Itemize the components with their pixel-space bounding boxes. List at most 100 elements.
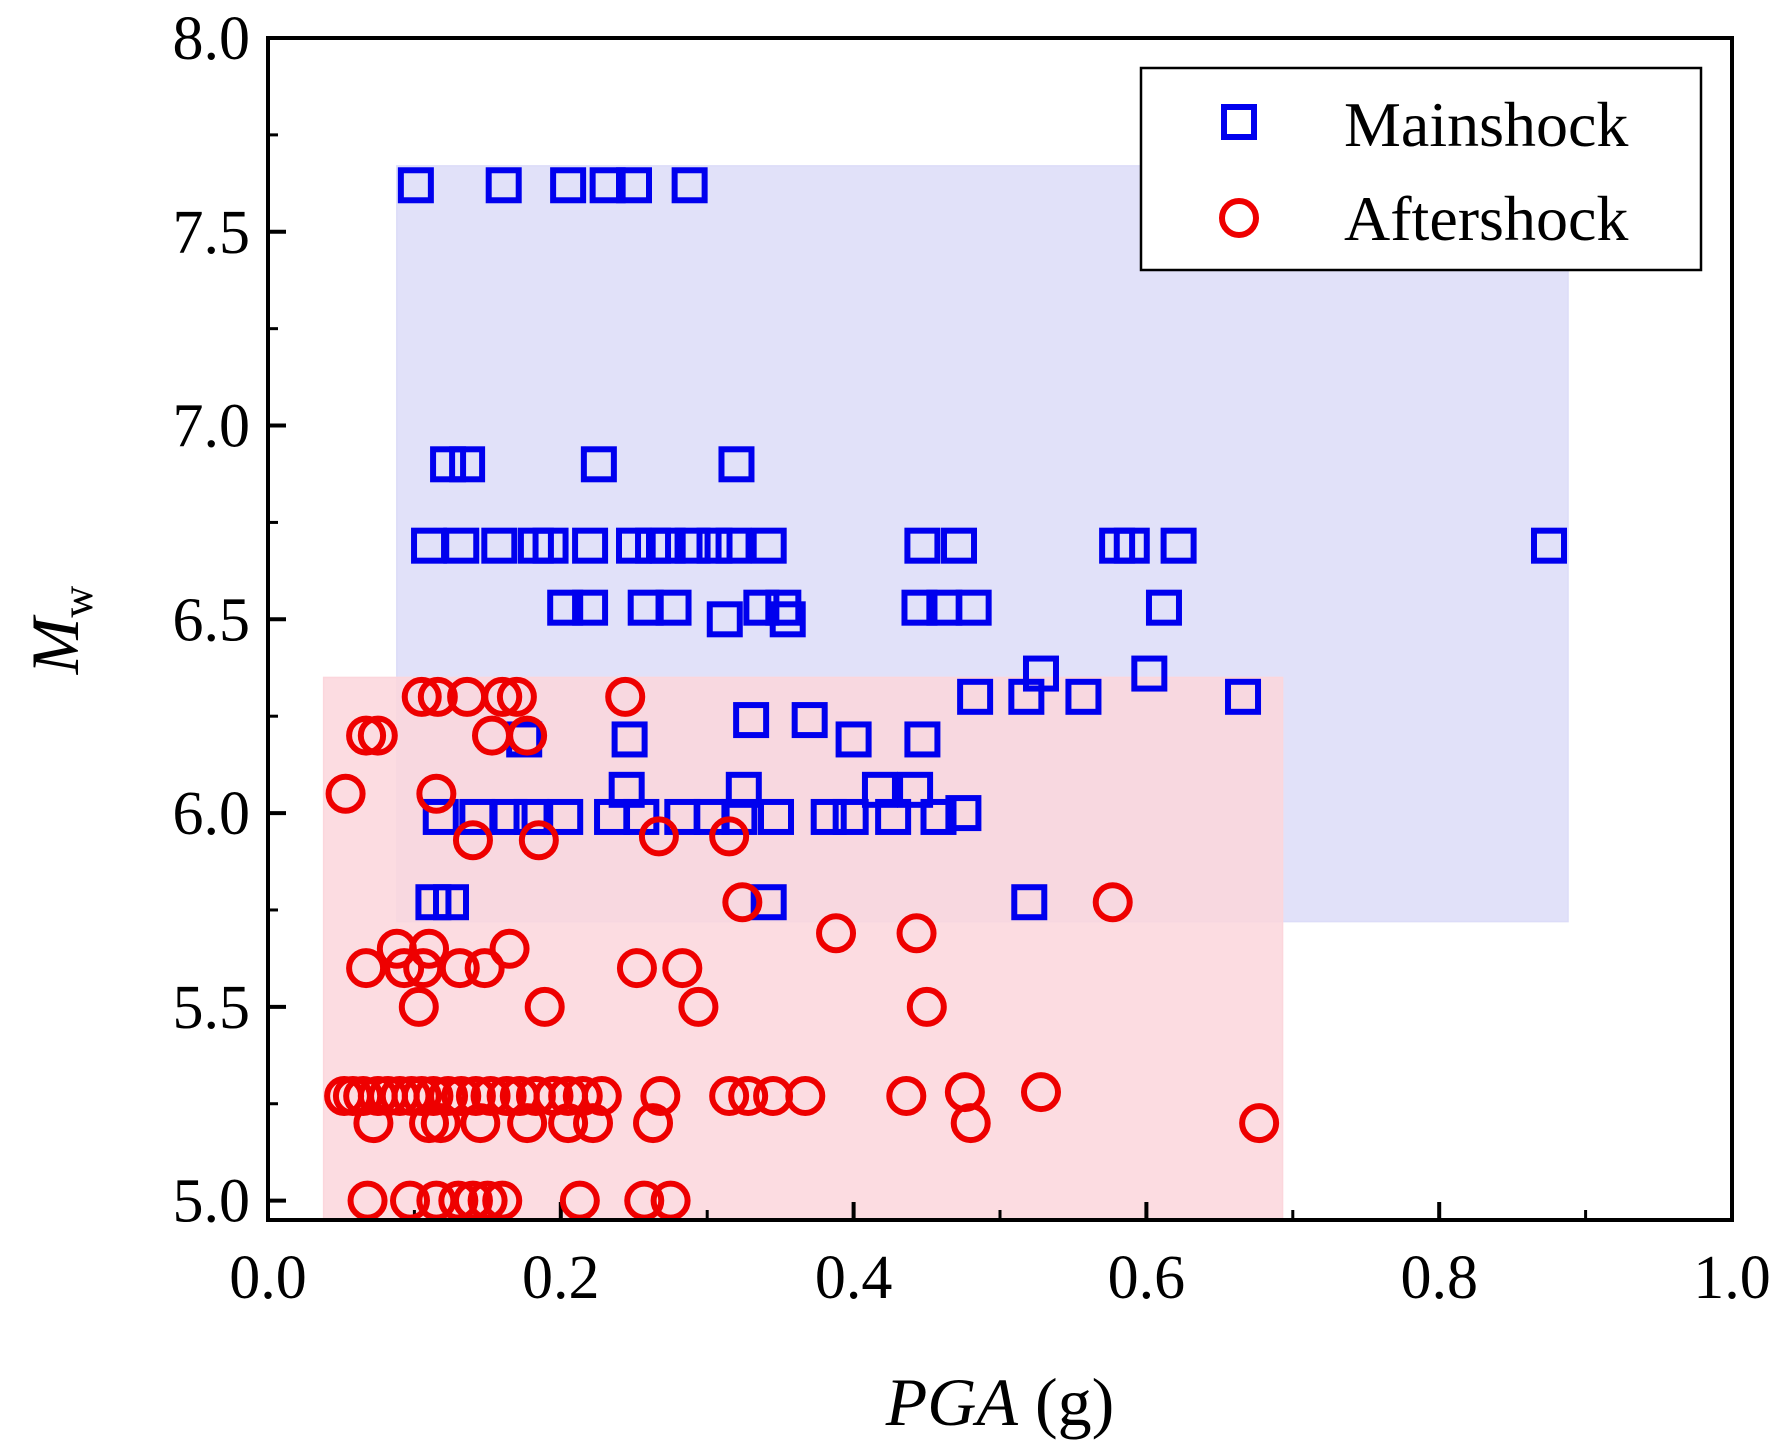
x-tick-label: 0.4 xyxy=(815,1244,893,1312)
aftershock-point xyxy=(616,948,657,989)
x-axis-title-italic: PGA xyxy=(885,1364,1019,1440)
mainshock-point xyxy=(572,527,609,564)
aftershock-point xyxy=(605,676,646,717)
mainshock-point xyxy=(696,527,733,564)
aftershock-point xyxy=(728,1075,769,1116)
legend: Mainshock Aftershock xyxy=(1139,66,1703,272)
mainshock-point xyxy=(920,798,957,835)
aftershock-point xyxy=(785,1075,826,1116)
legend-aftershock-label: Aftershock xyxy=(1344,183,1628,254)
mainshock-point xyxy=(897,771,934,808)
aftershock-point xyxy=(464,948,505,989)
aftershock-point xyxy=(409,1103,450,1144)
y-tick-label: 6.0 xyxy=(173,780,251,848)
aftershock-point xyxy=(346,715,387,756)
aftershock-point xyxy=(524,986,565,1027)
aftershock-point xyxy=(709,816,750,857)
aftershock-point xyxy=(357,715,398,756)
x-tick-label: 0.0 xyxy=(229,1244,307,1312)
legend-box xyxy=(1139,66,1703,272)
mainshock-point xyxy=(750,527,787,564)
aftershock-point xyxy=(455,1075,496,1116)
mainshock-point xyxy=(715,527,752,564)
y-tick-label: 8.0 xyxy=(173,5,251,73)
data-points xyxy=(324,167,1567,1221)
mainshock-point xyxy=(491,798,528,835)
mainshock-point xyxy=(655,589,692,626)
aftershock-point xyxy=(346,948,387,989)
aftershock-point xyxy=(559,1180,600,1221)
mainshock-point xyxy=(835,721,872,758)
y-tick-label: 5.0 xyxy=(173,1168,251,1236)
aftershock-point xyxy=(401,676,442,717)
mainshock-point xyxy=(832,798,869,835)
aftershock-point xyxy=(950,1103,991,1144)
mainshock-point xyxy=(1225,678,1262,715)
aftershock-point xyxy=(548,1103,589,1144)
aftershock-point xyxy=(507,715,548,756)
aftershock-point xyxy=(816,913,857,954)
mainshock-point xyxy=(547,798,584,835)
aftershock-point xyxy=(390,1180,431,1221)
aftershock-point xyxy=(467,1180,508,1221)
aftershock-point xyxy=(633,1103,674,1144)
y-tick-label: 7.0 xyxy=(173,393,251,461)
mainshock-point xyxy=(674,527,711,564)
mainshock-point xyxy=(616,167,652,204)
mainshock-point xyxy=(1113,527,1150,564)
mainshock-point xyxy=(481,527,518,564)
x-tick-label: 1.0 xyxy=(1693,1244,1771,1312)
aftershock-point xyxy=(709,1075,750,1116)
aftershock-point xyxy=(640,1075,681,1116)
aftershock-point xyxy=(722,882,763,923)
mainshock-point xyxy=(706,601,743,638)
mainshock-point xyxy=(1531,527,1567,564)
aftershock-point xyxy=(347,1180,388,1221)
mainshock-point xyxy=(875,798,912,835)
mainshock-point xyxy=(671,167,708,204)
mainshock-point xyxy=(572,589,609,626)
aftershock-point xyxy=(420,1103,461,1144)
x-tick-labels: 0.0 0.2 0.4 0.6 0.8 1.0 xyxy=(229,1244,1771,1312)
y-axis-title-sub: w xyxy=(53,586,102,618)
mainshock-point xyxy=(649,527,686,564)
aftershock-point xyxy=(1092,882,1133,923)
aftershock-point xyxy=(573,1103,614,1144)
legend-mainshock-label: Mainshock xyxy=(1344,89,1628,160)
mainshock-point xyxy=(769,601,806,638)
aftershock-point xyxy=(353,1103,394,1144)
mainshock-point xyxy=(791,702,828,739)
mainshock-point xyxy=(485,167,522,204)
mainshock-point xyxy=(1065,678,1102,715)
x-axis-title-unit: (g) xyxy=(1018,1364,1114,1440)
mainshock-point xyxy=(513,798,550,835)
aftershock-point xyxy=(460,1103,501,1144)
aftershock-point xyxy=(1020,1072,1061,1113)
aftershock-point xyxy=(482,1180,523,1221)
x-tick-label: 0.6 xyxy=(1108,1244,1186,1312)
aftershock-point xyxy=(439,948,480,989)
aftershock-range xyxy=(322,676,1284,1221)
aftershock-point xyxy=(441,1075,482,1116)
aftershock-point xyxy=(482,676,523,717)
mainshock-point xyxy=(750,884,787,921)
aftershock-point xyxy=(452,1180,493,1221)
y-tick-label: 7.5 xyxy=(173,199,251,267)
mainshock-point xyxy=(765,589,802,626)
mainshock-point xyxy=(901,589,938,626)
mainshock-point xyxy=(945,795,982,832)
mainshock-point xyxy=(433,884,469,921)
mainshock-point xyxy=(1011,884,1048,921)
mainshock-point xyxy=(443,527,480,564)
aftershock-point xyxy=(906,986,947,1027)
x-axis-title: PGA (g) xyxy=(885,1364,1114,1440)
aftershock-point xyxy=(507,1103,548,1144)
y-axis-title-main: M xyxy=(17,614,93,675)
aftershock-point xyxy=(325,773,366,814)
aftershock-point xyxy=(401,1075,442,1116)
mainshock-point xyxy=(422,798,459,835)
mainshock-point xyxy=(904,721,941,758)
aftershock-point xyxy=(624,1180,665,1221)
y-tick-labels: 5.0 5.5 6.0 6.5 7.0 7.5 8.0 xyxy=(173,5,251,1236)
